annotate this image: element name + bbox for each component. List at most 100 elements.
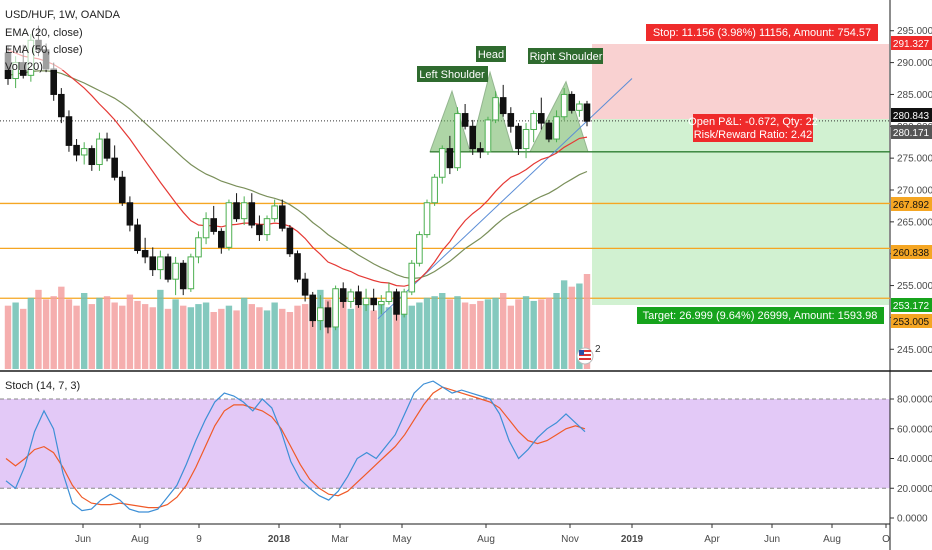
candle-body xyxy=(50,68,58,95)
candle-body xyxy=(271,205,278,220)
volume-bar xyxy=(134,300,141,369)
volume-bar xyxy=(126,294,134,369)
stoch-title: Stoch (14, 7, 3) xyxy=(5,380,80,392)
time-tick-label: Jun xyxy=(764,534,780,545)
volume-bar xyxy=(141,304,149,369)
price-tag-level2: 260.838 xyxy=(891,245,932,259)
volume-bar xyxy=(492,297,499,369)
volume-bar xyxy=(103,296,111,369)
volume-bar xyxy=(522,296,530,369)
candle-body xyxy=(233,202,240,220)
price-tag-level2-text: 260.838 xyxy=(893,248,930,259)
candle-body xyxy=(530,113,537,130)
volume-bar xyxy=(378,302,385,369)
price-tag-level1-text: 267.892 xyxy=(893,200,930,211)
candle-body xyxy=(438,148,446,178)
candle-body xyxy=(80,148,88,156)
volume-bar xyxy=(195,304,202,369)
candle-body xyxy=(225,202,233,248)
pnl-box: Open P&L: -0.672, Qty: 22 Risk/Reward Ra… xyxy=(688,114,818,142)
candle-body xyxy=(507,113,515,127)
volume-bar xyxy=(484,299,492,369)
candle-body xyxy=(263,218,271,236)
volume-bar xyxy=(233,310,240,369)
volume-bar xyxy=(423,297,431,369)
volume-bar xyxy=(416,302,423,369)
volume-bar xyxy=(119,305,126,369)
volume-bar xyxy=(332,293,339,369)
volume-bar xyxy=(279,308,286,369)
price-tag-level3-text: 253.172 xyxy=(893,301,930,312)
volume-bar xyxy=(202,302,210,369)
candle-body xyxy=(301,278,309,296)
stoch-tick-label: 60.0000 xyxy=(897,424,932,435)
candle-body xyxy=(339,288,347,302)
volume-bar xyxy=(347,308,355,369)
volume-bar xyxy=(324,299,332,369)
candle-body xyxy=(400,291,408,315)
stoch-d-line xyxy=(5,386,586,509)
stop-text: Stop: 11.156 (3.98%) 11156, Amount: 754.… xyxy=(653,27,871,39)
candle-body xyxy=(362,297,370,306)
price-tick-label: 255.000 xyxy=(897,281,932,292)
candle-body xyxy=(583,103,591,122)
volume-bar xyxy=(294,305,301,369)
candle-body xyxy=(256,224,263,236)
volume-bar xyxy=(370,310,377,369)
candle-body xyxy=(65,116,73,146)
volume-bar xyxy=(210,312,217,369)
price-tick-label: 270.000 xyxy=(897,186,932,197)
candle-body xyxy=(134,224,141,252)
chart-legend: USD/HUF, 1W, OANDA EMA (20, close) EMA (… xyxy=(0,6,121,73)
volume-bar xyxy=(515,299,522,369)
pnl-text: Open P&L: -0.672, Qty: 22 xyxy=(688,116,818,128)
chart-title: USD/HUF, 1W, OANDA xyxy=(5,9,121,21)
price-tag-entry-text: 280.171 xyxy=(893,128,930,139)
indicator-ema20: EMA (20, close) xyxy=(5,27,83,39)
volume-bar xyxy=(248,304,255,369)
price-tick-label: 295.000 xyxy=(897,26,932,37)
flag-icon[interactable]: 2 xyxy=(576,344,601,365)
volume-bar xyxy=(65,299,73,369)
volume-bar xyxy=(218,308,225,369)
volume-bar xyxy=(20,308,27,369)
candle-body xyxy=(118,176,126,204)
candle-body xyxy=(461,113,469,127)
volume-bar xyxy=(576,283,583,369)
price-tick-label: 275.000 xyxy=(897,154,932,165)
candle-body xyxy=(73,144,80,156)
stoch-tick-label: 80.0000 xyxy=(897,395,932,406)
left-shoulder-label: Left Shoulder xyxy=(417,66,488,82)
target-box: Target: 26.999 (9.64%) 26999, Amount: 15… xyxy=(637,307,884,324)
volume-bar xyxy=(172,299,179,369)
candle-body xyxy=(423,202,431,236)
stoch-tick-label: 0.0000 xyxy=(897,514,928,525)
price-tag-level4: 253.005 xyxy=(891,314,932,328)
volume-bar xyxy=(454,296,461,369)
price-tick-label: 290.000 xyxy=(897,58,932,69)
candle-body xyxy=(553,116,560,140)
volume-bar xyxy=(271,302,278,369)
head-text: Head xyxy=(478,49,504,61)
volume-bar xyxy=(42,299,50,369)
price-tick-label: 245.000 xyxy=(897,345,932,356)
candle-body xyxy=(477,148,484,153)
volume-bar xyxy=(408,305,415,369)
candle-body xyxy=(164,256,172,280)
volume-bar xyxy=(301,304,309,369)
flag-badge-count: 2 xyxy=(595,344,601,355)
price-tick-label: 285.000 xyxy=(897,90,932,101)
candle-body xyxy=(195,237,202,258)
volume-bar xyxy=(568,286,575,369)
time-tick-label: O xyxy=(882,534,890,545)
volume-bar xyxy=(4,305,12,369)
target-text: Target: 26.999 (9.64%) 26999, Amount: 15… xyxy=(643,310,878,322)
time-tick-label: Aug xyxy=(131,534,149,545)
volume-bar xyxy=(560,280,568,369)
volume-bar xyxy=(545,297,553,369)
volume-bar xyxy=(164,308,172,369)
volume-bar xyxy=(553,293,560,369)
candle-body xyxy=(499,97,507,115)
candle-body xyxy=(317,307,324,322)
